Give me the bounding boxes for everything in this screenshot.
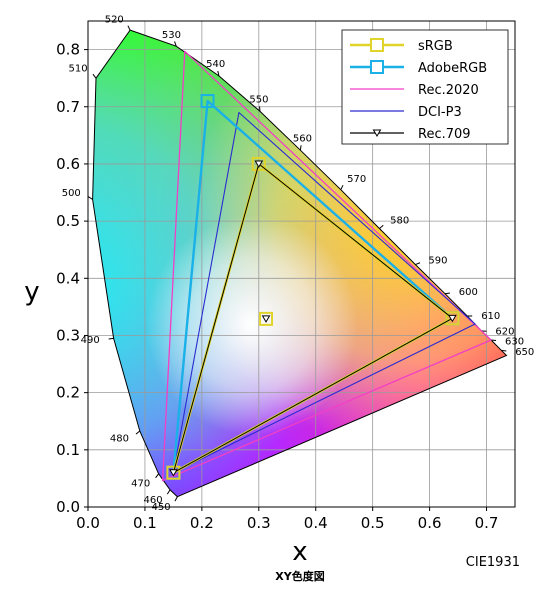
- gamut-triangles: [161, 50, 492, 482]
- wavelength-label: 460: [144, 495, 163, 506]
- gamut-vertex-marker: [445, 311, 460, 326]
- wavelength-tick: [444, 292, 450, 295]
- wavelength-tick: [415, 262, 421, 266]
- gamut-vertex-marker: [169, 469, 178, 477]
- plot-border: [87, 20, 516, 508]
- wavelength-tick: [92, 73, 97, 79]
- wavelength-tick: [217, 70, 220, 77]
- wavelength-label: 550: [249, 94, 268, 105]
- wavelength-tick: [155, 473, 159, 479]
- wavelength-label: 570: [347, 174, 366, 185]
- wavelength-label: 590: [428, 255, 447, 266]
- wavelength-tick: [108, 337, 114, 340]
- wavelength-label: 600: [459, 287, 478, 298]
- wavelength-tick: [299, 145, 302, 151]
- legend-marker: [370, 60, 384, 74]
- y-tick-label: 0.0: [56, 498, 80, 516]
- white-point-square: [259, 311, 274, 326]
- wavelength-label: 450: [152, 502, 171, 513]
- x-tick-label: 0.0: [76, 514, 100, 532]
- legend-item: Rec.2020: [350, 83, 479, 98]
- x-axis-ticks: 0.0 0.1 0.2 0.3 0.4 0.5 0.6 0.7: [76, 507, 498, 532]
- wavelength-label: 540: [206, 59, 225, 70]
- wavelength-tick: [174, 496, 178, 502]
- legend-box: [341, 29, 509, 145]
- legend-label: AdobeRGB: [418, 61, 487, 76]
- wavelength-tick: [491, 339, 497, 342]
- legend-item: DCI-P3: [350, 105, 462, 120]
- y-axis-label: y: [24, 277, 39, 307]
- gamut-vertex-marker: [254, 160, 264, 168]
- x-tick-label: 0.4: [304, 514, 328, 532]
- wavelength-tick: [135, 430, 141, 435]
- wavelength-label: 510: [69, 64, 88, 75]
- wavelength-label: 500: [62, 188, 81, 199]
- gamut-vertex-marker: [448, 314, 457, 323]
- credit-label: CIE1931: [466, 555, 520, 570]
- wavelength-label: 620: [495, 327, 514, 338]
- x-axis-label: x: [292, 537, 307, 567]
- legend-label: DCI-P3: [418, 105, 462, 120]
- gamut-rec-709: [172, 163, 453, 474]
- wavelength-label: 560: [293, 133, 312, 144]
- x-tick-label: 0.5: [361, 514, 385, 532]
- x-tick-label: 0.3: [247, 514, 271, 532]
- y-tick-label: 0.5: [56, 212, 80, 230]
- wavelength-tick: [174, 41, 177, 47]
- legend-label: Rec.709: [418, 127, 471, 142]
- y-tick-label: 0.3: [56, 326, 80, 344]
- white-point-triangle: [261, 315, 271, 323]
- y-tick-label: 0.1: [56, 441, 80, 459]
- grid-lines: [88, 21, 515, 507]
- legend-item: Rec.709: [350, 127, 471, 142]
- wavelength-label: 470: [131, 478, 150, 489]
- y-tick-label: 0.6: [56, 155, 80, 173]
- gamut-vertex-marker: [251, 156, 266, 171]
- y-axis-ticks: 0.0 0.1 0.2 0.3 0.4 0.5 0.6 0.7 0.8: [56, 41, 88, 516]
- chart-title: XY色度図: [275, 569, 324, 583]
- wavelength-label: 530: [162, 30, 181, 41]
- y-tick-label: 0.4: [56, 269, 80, 287]
- wavelength-tick: [88, 196, 93, 200]
- legend-marker: [370, 38, 384, 52]
- wavelength-label: 520: [105, 14, 124, 25]
- wavelength-label: 650: [515, 347, 534, 358]
- wavelength-label: 490: [81, 335, 100, 346]
- wavelength-tick: [340, 184, 344, 190]
- legend-item: AdobeRGB: [350, 60, 487, 76]
- wavelength-label: 480: [110, 434, 129, 445]
- gamut-vertex-marker: [200, 94, 215, 109]
- x-tick-label: 0.6: [418, 514, 442, 532]
- legend-marker: [372, 129, 382, 137]
- gamut-vertex-marker: [166, 465, 181, 480]
- legend-item: sRGB: [350, 38, 453, 54]
- wavelength-tick: [166, 489, 171, 495]
- wavelength-tick: [127, 25, 131, 31]
- x-tick-label: 0.1: [133, 514, 157, 532]
- y-tick-label: 0.7: [56, 98, 80, 116]
- wavelength-label: 610: [481, 311, 500, 322]
- wavelength-tick: [379, 224, 384, 229]
- x-tick-label: 0.7: [475, 514, 499, 532]
- legend-label: Rec.2020: [418, 83, 479, 98]
- gamut-rec-2020: [161, 50, 492, 482]
- white-point-marker: [259, 311, 274, 326]
- y-tick-label: 0.8: [56, 41, 80, 59]
- legend: sRGB AdobeRGB Rec.2020 DCI-P3 Rec.709: [341, 29, 509, 145]
- y-tick-label: 0.2: [56, 384, 80, 402]
- legend-label: sRGB: [418, 39, 453, 54]
- x-tick-label: 0.2: [190, 514, 214, 532]
- gamut-dci-p3: [172, 111, 476, 474]
- wavelength-tick: [501, 349, 507, 352]
- wavelength-label: 580: [390, 216, 409, 227]
